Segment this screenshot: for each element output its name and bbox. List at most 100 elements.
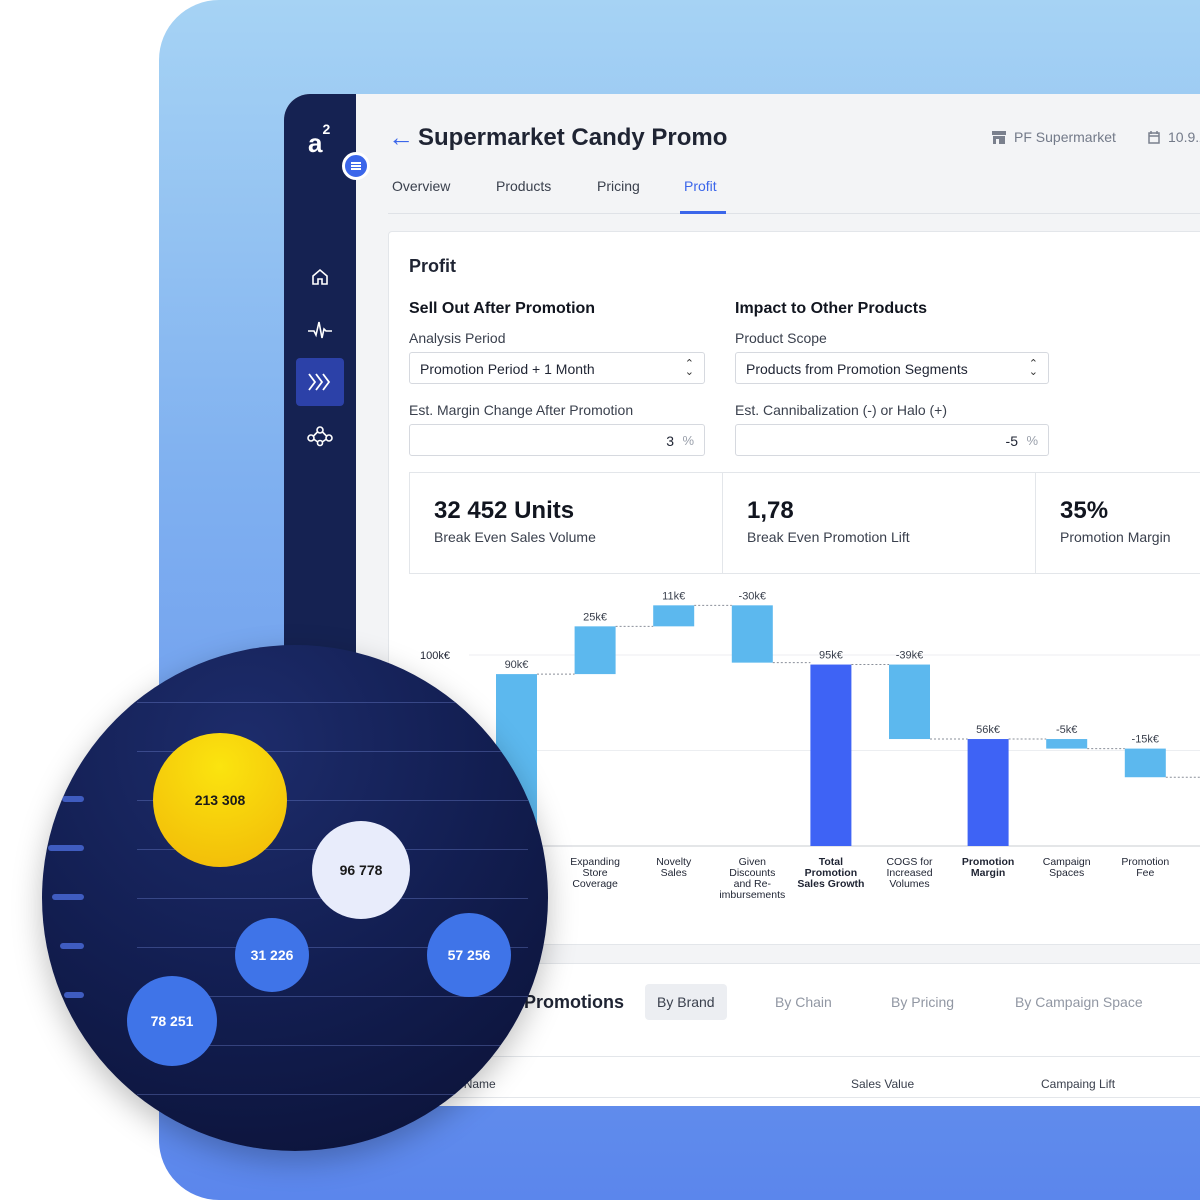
kpi-break-even-volume: 32 452 Units Break Even Sales Volume (410, 473, 722, 573)
store-icon (992, 130, 1006, 144)
page-title: Supermarket Candy Promo (418, 124, 728, 151)
axis-tick (60, 943, 84, 949)
sidebar-item-promotions[interactable] (296, 358, 344, 406)
gridline (137, 800, 528, 801)
sidebar-item-network[interactable] (296, 412, 344, 460)
bubble-light: 96 778 (312, 821, 410, 919)
chevrons-icon (308, 373, 331, 391)
waterfall-bar (653, 605, 695, 627)
waterfall-bar (1046, 739, 1088, 749)
column-sales-value[interactable]: Sales Value (851, 1077, 915, 1091)
bar-category-label: Promotion Margin (962, 856, 1015, 879)
profit-title: Profit (409, 256, 456, 276)
active-tab-indicator (680, 211, 726, 214)
bar-value-label: 95k€ (819, 650, 843, 662)
bar-value-label: -5k€ (1056, 724, 1077, 736)
analysis-period-select[interactable]: Promotion Period + 1 Month ⌃ ⌄ (409, 352, 705, 384)
sort-chevrons-icon: ⌃ ⌄ (684, 358, 694, 378)
axis-tick (48, 845, 84, 851)
sort-chevrons-icon: ⌃ ⌄ (1028, 358, 1038, 378)
bar-value-label: 11k€ (662, 590, 685, 602)
waterfall-bar (574, 626, 616, 675)
home-icon (312, 268, 328, 285)
bubble-value: 96 778 (339, 862, 383, 878)
filter-by-brand[interactable]: By Brand (645, 984, 727, 1020)
bubble-blue-small: 31 226 (235, 918, 309, 992)
network-icon (307, 426, 333, 447)
bubble-blue-right: 57 256 (427, 913, 511, 997)
bubble-blue-left: 78 251 (127, 976, 217, 1066)
tab-products[interactable]: Products (496, 178, 552, 194)
waterfall-bar (1124, 748, 1166, 778)
waterfall-bar (889, 664, 930, 740)
gridline (137, 1045, 528, 1046)
margin-change-input[interactable]: 3 % (409, 424, 705, 456)
kpi-label: Promotion Margin (1060, 529, 1171, 545)
gridline (137, 751, 528, 752)
filter-by-pricing[interactable]: By Pricing (891, 994, 955, 1010)
bubble-value: 213 308 (194, 792, 246, 808)
bubble-value: 78 251 (150, 1013, 194, 1029)
waterfall-chart: 100k€90k€BaseSales25k€ExpandingStoreCove… (420, 590, 1200, 901)
product-scope-label: Product Scope (735, 330, 827, 346)
menu-toggle-button[interactable] (342, 152, 370, 180)
bar-value-label: -15k€ (1132, 734, 1160, 746)
gridline (137, 702, 528, 703)
y-tick-label: 100k€ (420, 650, 450, 662)
cannibalization-input[interactable]: -5 % (735, 424, 1049, 456)
filter-by-chain[interactable]: By Chain (775, 994, 832, 1010)
bar-category-label: Promotion Fee (1121, 856, 1169, 879)
bar-value-label: 56k€ (976, 724, 1000, 736)
kpi-promotion-margin: 35% Promotion Margin (1035, 473, 1200, 573)
bar-category-label: Novelty Sales (656, 856, 692, 879)
bar-value-label: 90k€ (505, 659, 529, 671)
promotions-title: Promotions (524, 992, 625, 1012)
tab-overview[interactable]: Overview (392, 178, 451, 194)
product-scope-select[interactable]: Products from Promotion Segments ⌃ ⌄ (735, 352, 1049, 384)
bubble-value: 57 256 (447, 947, 491, 963)
bar-category-label: Given Discounts and Re-imbursements (719, 856, 785, 901)
gridline (137, 947, 528, 948)
filter-by-campaign-space[interactable]: By Campaign Space (1015, 994, 1143, 1010)
waterfall-bar (967, 739, 1009, 846)
tab-profit[interactable]: Profit (684, 178, 717, 194)
bar-category-label: Campaign Spaces (1043, 856, 1091, 879)
waterfall-bar (731, 605, 773, 663)
kpi-break-even-lift: 1,78 Break Even Promotion Lift (722, 473, 1035, 573)
kpi-label: Break Even Promotion Lift (747, 529, 910, 545)
calendar-icon (1148, 130, 1160, 144)
product-scope-value: Products from Promotion Segments (746, 361, 968, 377)
bar-category-label: COGS for Increased Volumes (886, 856, 933, 890)
axis-tick (52, 894, 84, 900)
gridline (137, 1094, 528, 1095)
back-arrow-icon[interactable]: ← (388, 122, 414, 152)
tab-pricing[interactable]: Pricing (597, 178, 640, 194)
sidebar-item-home[interactable] (296, 253, 344, 301)
sidebar-item-activity[interactable] (296, 306, 344, 354)
menu-icon (351, 165, 361, 167)
bubble-chart-badge: 213 308 96 778 31 226 57 256 78 251 (42, 645, 548, 1151)
cannibalization-unit: % (1026, 433, 1038, 448)
margin-change-value: 3 (666, 433, 674, 449)
bubble-value: 31 226 (250, 947, 294, 963)
tab-bar: Overview Products Pricing Profit (388, 176, 1200, 214)
sell-out-title: Sell Out After Promotion (409, 300, 596, 317)
cannibalization-label: Est. Cannibalization (-) or Halo (+) (735, 402, 948, 418)
date-info: 10.9.2 (1148, 129, 1200, 145)
kpi-label: Break Even Sales Volume (434, 529, 596, 545)
bar-value-label: 25k€ (583, 611, 607, 623)
profit-card: Profit Sell Out After Promotion Analysis… (388, 231, 1200, 945)
bar-value-label: -30k€ (739, 590, 767, 602)
axis-tick (64, 992, 84, 998)
impact-title: Impact to Other Products (735, 300, 928, 317)
bar-value-label: -39k€ (896, 650, 924, 662)
promo-date: 10.9.2 (1168, 129, 1200, 145)
app-logo: a2 (308, 121, 331, 158)
kpi-value: 1,78 (747, 497, 794, 524)
column-campaign-lift[interactable]: Campaing Lift (1041, 1077, 1116, 1091)
kpi-value: 32 452 Units (434, 497, 575, 524)
gridline (137, 996, 528, 997)
bar-category-label: Expanding Store Coverage (570, 856, 620, 890)
table-header: Product Name Sales Value Campaing Lift (389, 1056, 1200, 1098)
